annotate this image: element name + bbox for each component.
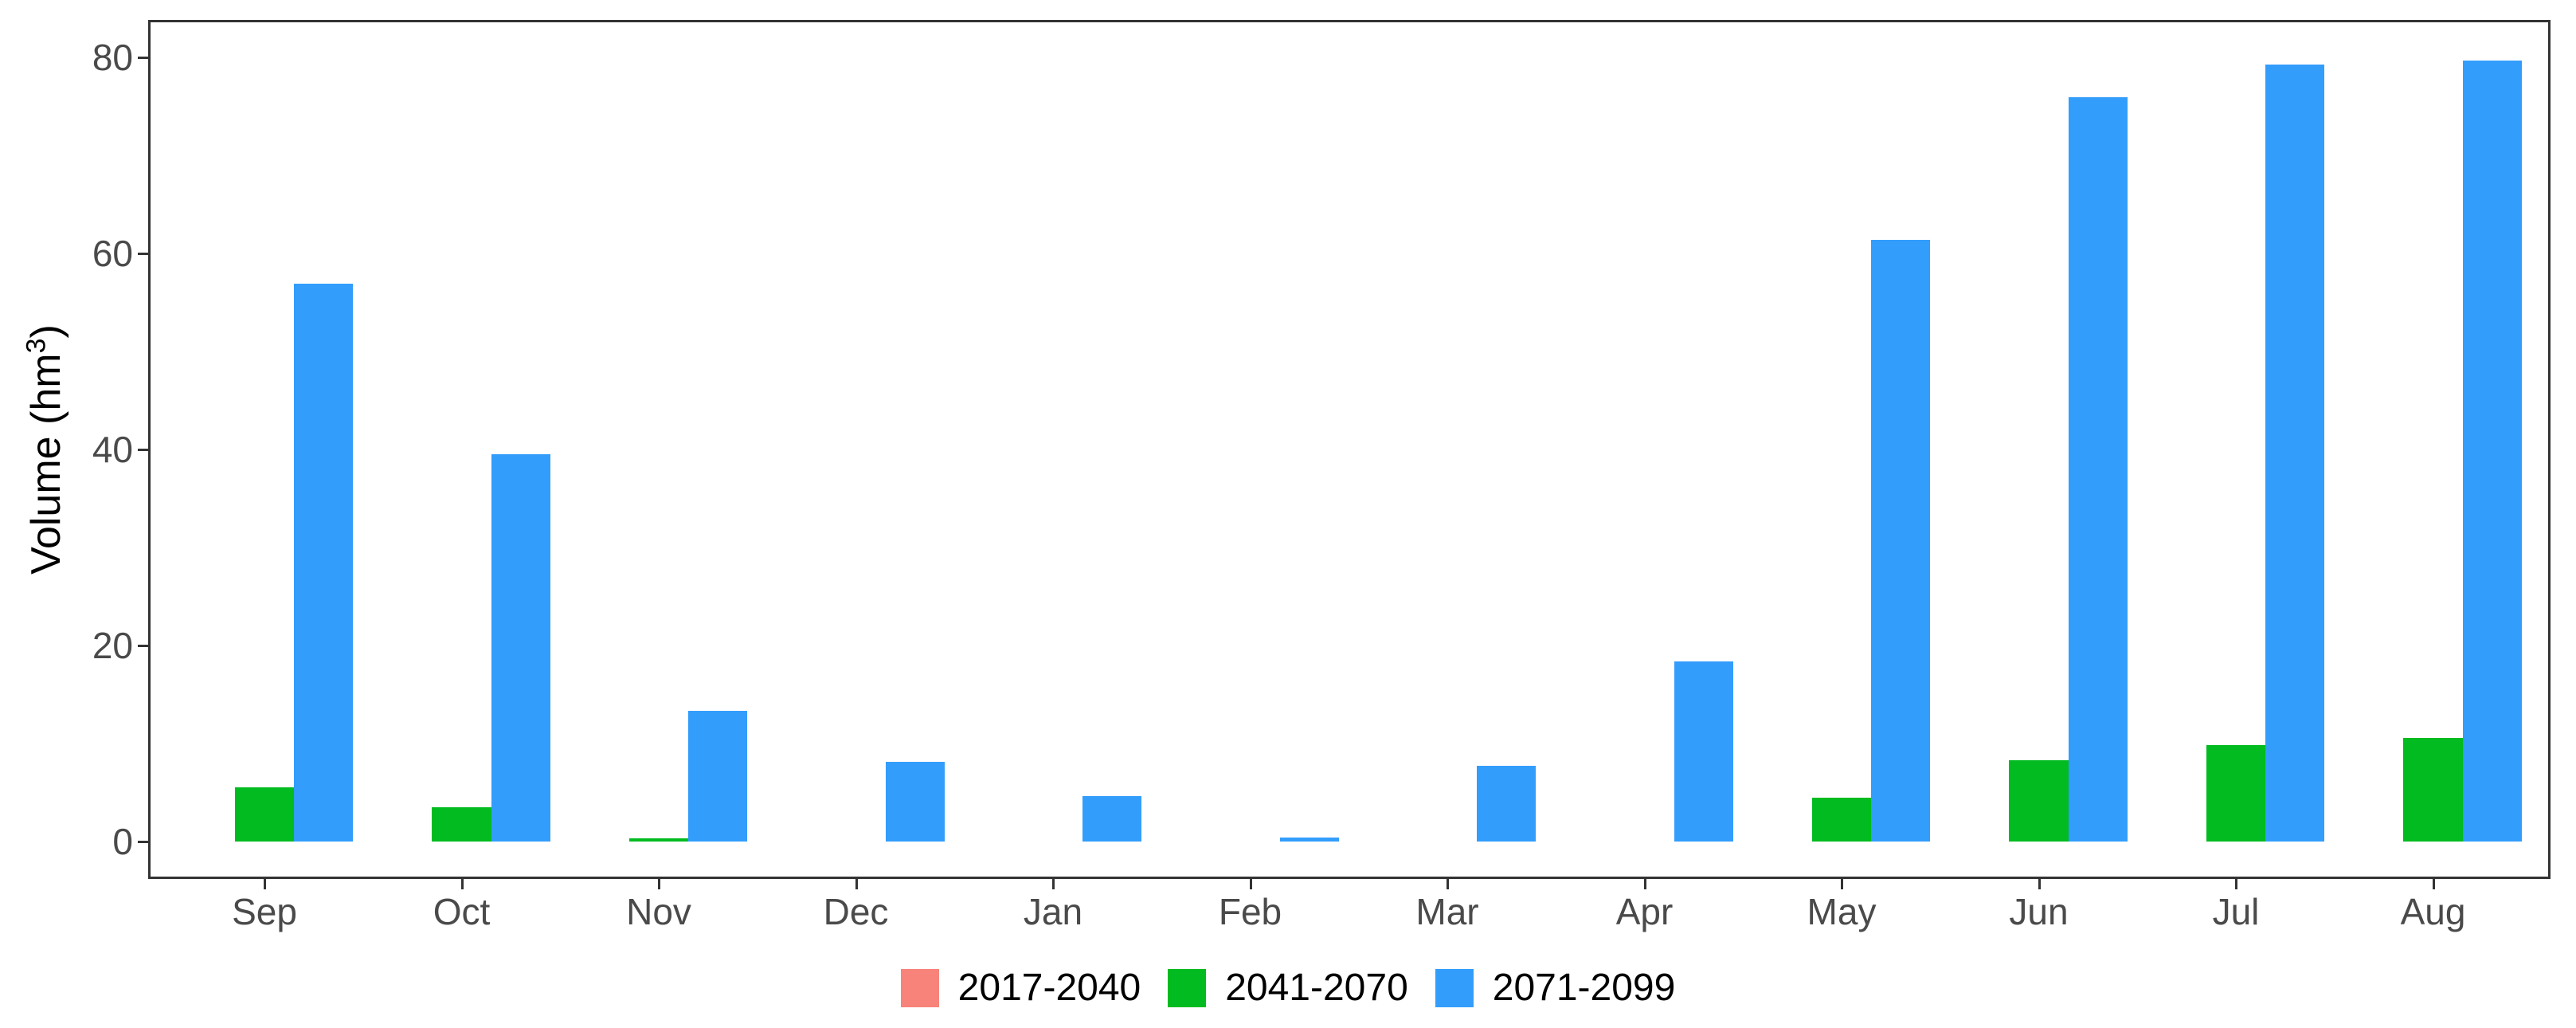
x-axis-tick-label: Apr <box>1615 891 1674 932</box>
legend-item-2071-2099: 2071-2099 <box>1435 967 1676 1009</box>
y-axis-tick-label: 40 <box>92 429 133 470</box>
legend-swatch-2071-2099 <box>1435 969 1474 1007</box>
bar-sep-2071-2099 <box>294 284 354 842</box>
bar-feb-2071-2099 <box>1279 838 1339 842</box>
x-axis-tick <box>1052 879 1055 889</box>
x-axis-tick-label: Jan <box>1023 891 1083 932</box>
bar-nov-2041-2070 <box>628 838 689 842</box>
legend-label: 2017-2040 <box>957 967 1141 1009</box>
x-axis-tick <box>2038 879 2041 889</box>
y-axis-tick-label: 0 <box>112 821 133 862</box>
legend-label: 2041-2070 <box>1225 967 1408 1009</box>
x-axis-tick <box>855 879 858 889</box>
bar-may-2071-2099 <box>1871 239 1931 842</box>
y-axis-tick-label: 80 <box>92 37 133 78</box>
x-axis-tick-label: May <box>1807 891 1877 932</box>
x-axis-tick-label: Feb <box>1218 891 1282 932</box>
bar-dec-2071-2099 <box>885 762 945 842</box>
legend-swatch-2017-2040 <box>900 969 939 1007</box>
bar-jun-2071-2099 <box>2068 97 2128 842</box>
x-axis-tick <box>2235 879 2237 889</box>
x-axis-tick-label: Nov <box>626 891 691 932</box>
legend-label: 2071-2099 <box>1492 967 1676 1009</box>
x-axis-tick <box>264 879 266 889</box>
bar-jun-2041-2070 <box>2009 759 2069 842</box>
y-axis-tick <box>138 645 148 647</box>
x-axis-tick <box>1643 879 1646 889</box>
legend-swatch-2041-2070 <box>1168 969 1207 1007</box>
y-axis-tick <box>138 57 148 59</box>
x-axis-tick <box>1841 879 1843 889</box>
x-axis-tick-label: Oct <box>433 891 491 932</box>
x-axis-tick-label: Jul <box>2212 891 2260 932</box>
x-axis-tick <box>658 879 660 889</box>
bar-may-2041-2070 <box>1811 797 1872 842</box>
bar-jul-2041-2070 <box>2206 745 2266 842</box>
y-axis-title-close: ) <box>23 324 69 339</box>
y-axis-tick <box>138 841 148 843</box>
bar-oct-2071-2099 <box>491 454 550 842</box>
bar-sep-2041-2070 <box>234 787 295 842</box>
x-axis-tick-label: Mar <box>1415 891 1479 932</box>
bar-jan-2071-2099 <box>1082 796 1142 842</box>
x-axis-tick <box>460 879 464 889</box>
bar-apr-2071-2099 <box>1674 661 1733 842</box>
x-axis-tick-label: Dec <box>823 891 889 932</box>
x-axis-tick-label: Jun <box>2009 891 2069 932</box>
x-axis-tick <box>2432 879 2435 889</box>
x-axis-tick-label: Sep <box>232 891 297 932</box>
bar-aug-2041-2070 <box>2403 737 2463 842</box>
legend: 2017-2040 2041-2070 2071-2099 <box>0 960 2576 1016</box>
x-axis-tick <box>1249 879 1252 889</box>
bar-oct-2041-2070 <box>432 806 491 842</box>
y-axis-tick-label: 20 <box>92 625 133 666</box>
x-axis-tick <box>1447 879 1449 889</box>
bar-mar-2071-2099 <box>1477 766 1537 842</box>
y-axis-tick-label: 60 <box>92 233 133 274</box>
bar-nov-2071-2099 <box>688 711 748 842</box>
bar-jul-2071-2099 <box>2265 64 2325 842</box>
legend-item-2017-2040: 2017-2040 <box>900 967 1141 1009</box>
y-axis-tick <box>138 253 148 255</box>
x-axis-tick-label: Aug <box>2400 891 2466 932</box>
legend-item-2041-2070: 2041-2070 <box>1168 969 1408 1007</box>
y-axis-tick <box>138 449 148 451</box>
y-axis-title-superscript: 3 <box>21 338 52 354</box>
bar-aug-2071-2099 <box>2462 60 2522 842</box>
